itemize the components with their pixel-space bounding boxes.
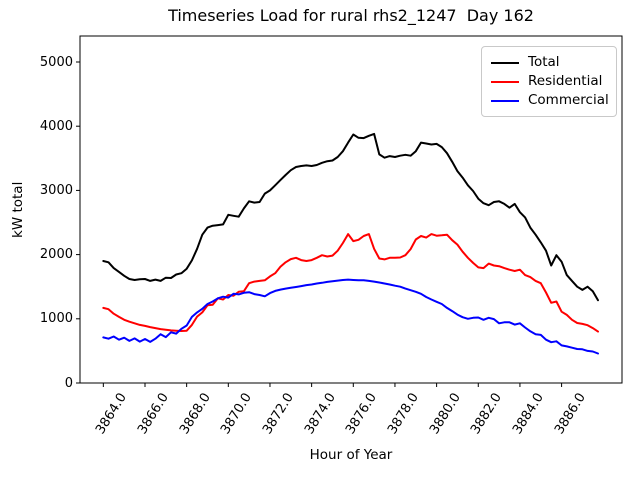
legend-label: Residential bbox=[528, 73, 603, 89]
y-tick-label: 2000 bbox=[39, 247, 73, 263]
legend-line-swatch bbox=[491, 99, 519, 102]
series-line-commercial bbox=[102, 278, 599, 355]
series-line-residential bbox=[102, 233, 599, 333]
legend-line-swatch bbox=[491, 80, 519, 83]
y-tick-label: 0 bbox=[64, 375, 73, 391]
legend-entry-total: Total bbox=[491, 53, 607, 72]
axes-spines bbox=[79, 35, 623, 384]
legend-line-swatch bbox=[491, 61, 519, 64]
legend-label: Commercial bbox=[528, 92, 609, 108]
legend-entry-commercial: Commercial bbox=[491, 91, 609, 110]
y-tick-label: 3000 bbox=[39, 182, 73, 198]
legend-entry-residential: Residential bbox=[491, 72, 607, 91]
legend-label: Total bbox=[528, 54, 560, 70]
chart-title: Timeseries Load for rural rhs2_1247 Day … bbox=[168, 6, 534, 25]
series-line-total bbox=[102, 132, 599, 302]
y-tick-label: 1000 bbox=[39, 311, 73, 327]
legend: Total Residential Commercial bbox=[481, 46, 617, 117]
y-tick-label: 4000 bbox=[39, 118, 73, 134]
x-axis-label: Hour of Year bbox=[309, 447, 393, 463]
y-tick-label: 5000 bbox=[39, 54, 73, 70]
